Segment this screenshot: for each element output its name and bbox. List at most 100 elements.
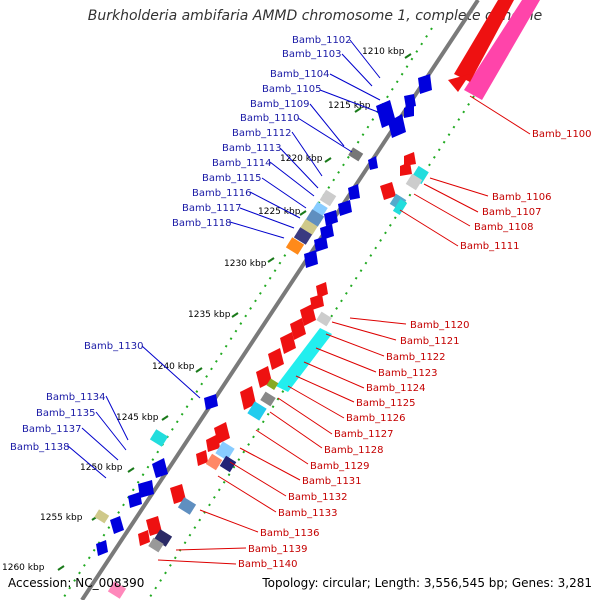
gene-label-bamb-1109[interactable]: Bamb_1109 <box>250 99 310 110</box>
gene-label-bamb-1140[interactable]: Bamb_1140 <box>238 559 298 570</box>
connector-line <box>429 177 489 197</box>
gene-arrow[interactable] <box>300 304 316 326</box>
gene-block-pink-bottom[interactable] <box>107 581 127 599</box>
gene-label-bamb-1134[interactable]: Bamb_1134 <box>46 392 106 403</box>
gene-label-bamb-1107[interactable]: Bamb_1107 <box>482 207 542 218</box>
gene-arrow[interactable] <box>404 104 414 118</box>
gene-block-lightblue[interactable] <box>312 201 328 217</box>
connector-line <box>239 207 295 229</box>
reverse-strand-blocks <box>107 165 429 599</box>
gene-block-lightgray-1121[interactable] <box>316 311 332 327</box>
gene-label-bamb-1124[interactable]: Bamb_1124 <box>366 383 426 394</box>
gene-arrow[interactable] <box>206 434 220 452</box>
gene-block-cyan-1111[interactable] <box>392 198 408 216</box>
gene-label-bamb-1126[interactable]: Bamb_1126 <box>346 413 406 424</box>
gene-block-lightgray[interactable] <box>319 189 337 207</box>
gene-label-bamb-1137[interactable]: Bamb_1137 <box>22 424 82 435</box>
gene-block-gray-1126[interactable] <box>260 391 276 407</box>
gene-block-steelblue[interactable] <box>305 209 325 227</box>
gene-block-lightgray-1107[interactable] <box>405 173 423 191</box>
gene-label-bamb-1103[interactable]: Bamb_1103 <box>282 49 342 60</box>
connector-line <box>249 191 301 219</box>
gene-feature-bamb-1100[interactable] <box>448 0 540 100</box>
gene-label-bamb-1115[interactable]: Bamb_1115 <box>202 173 262 184</box>
gene-label-bamb-1127[interactable]: Bamb_1127 <box>334 429 394 440</box>
gene-arrow[interactable] <box>204 394 218 410</box>
gene-label-bamb-1108[interactable]: Bamb_1108 <box>474 222 534 233</box>
gene-label-bamb-1105[interactable]: Bamb_1105 <box>262 84 322 95</box>
gene-label-bamb-1125[interactable]: Bamb_1125 <box>356 398 416 409</box>
gene-arrow[interactable] <box>110 516 124 534</box>
gene-label-bamb-1116[interactable]: Bamb_1116 <box>192 188 252 199</box>
gene-block-cyan-1127[interactable] <box>247 401 267 421</box>
gene-arrow[interactable] <box>320 224 334 240</box>
gene-arrow[interactable] <box>400 162 412 176</box>
gene-arrow[interactable] <box>324 210 338 226</box>
gene-arrow[interactable] <box>96 540 108 556</box>
gene-label-bamb-1111[interactable]: Bamb_1111 <box>460 241 520 252</box>
gene-label-bamb-1132[interactable]: Bamb_1132 <box>288 492 348 503</box>
gene-block-cyan[interactable] <box>149 429 169 447</box>
gene-label-bamb-1123[interactable]: Bamb_1123 <box>378 368 438 379</box>
gene-arrow[interactable] <box>348 184 360 200</box>
gene-arrow[interactable] <box>138 480 154 498</box>
gene-block-navy[interactable] <box>293 227 313 245</box>
gene-label-bamb-1104[interactable]: Bamb_1104 <box>270 69 330 80</box>
gene-label-bamb-1118[interactable]: Bamb_1118 <box>172 218 232 229</box>
right-connector-lines <box>157 95 531 565</box>
gene-block-khaki-small[interactable] <box>94 509 110 524</box>
gene-arrow[interactable] <box>290 318 306 340</box>
gene-arrow[interactable] <box>256 366 272 388</box>
gene-arrow[interactable] <box>368 156 378 170</box>
gene-block-navy-1131[interactable] <box>219 455 237 473</box>
gene-block-steelblue-1133[interactable] <box>177 497 197 515</box>
gene-block-cyan-long[interactable] <box>276 328 332 392</box>
gene-label-bamb-1131[interactable]: Bamb_1131 <box>302 476 362 487</box>
gene-label-bamb-1117[interactable]: Bamb_1117 <box>182 203 242 214</box>
gene-block-gray[interactable] <box>348 147 364 162</box>
gene-label-bamb-1138[interactable]: Bamb_1138 <box>10 442 70 453</box>
gene-label-bamb-1102[interactable]: Bamb_1102 <box>292 35 352 46</box>
gene-arrow[interactable] <box>314 236 328 252</box>
gene-arrow[interactable] <box>128 492 142 508</box>
gene-arrow[interactable] <box>316 282 328 298</box>
gene-block-green-1124[interactable] <box>266 378 279 391</box>
gene-block-lightblue-1128[interactable] <box>215 441 235 461</box>
gene-arrow[interactable] <box>196 450 208 466</box>
gene-block-navy-1139[interactable] <box>153 529 173 547</box>
gene-label-bamb-1100[interactable]: Bamb_1100 <box>532 129 592 140</box>
gene-arrow[interactable] <box>380 182 396 200</box>
gene-arrow[interactable] <box>146 516 162 536</box>
gene-label-bamb-1113[interactable]: Bamb_1113 <box>222 143 282 154</box>
gene-arrow[interactable] <box>304 250 318 268</box>
gene-block-gray-1140[interactable] <box>148 537 164 553</box>
gene-block-orange[interactable] <box>285 237 305 255</box>
gene-arrow[interactable] <box>240 386 256 410</box>
gene-arrow[interactable] <box>418 74 432 94</box>
gene-block-salmon-1129[interactable] <box>205 453 223 471</box>
gene-label-bamb-1133[interactable]: Bamb_1133 <box>278 508 338 519</box>
gene-label-bamb-1112[interactable]: Bamb_1112 <box>232 128 292 139</box>
gene-label-bamb-1129[interactable]: Bamb_1129 <box>310 461 370 472</box>
gene-label-bamb-1139[interactable]: Bamb_1139 <box>248 544 308 555</box>
gene-arrow[interactable] <box>152 458 168 478</box>
gene-label-bamb-1136[interactable]: Bamb_1136 <box>260 528 320 539</box>
gene-label-bamb-1114[interactable]: Bamb_1114 <box>212 158 272 169</box>
gene-arrow[interactable] <box>388 114 406 138</box>
gene-arrow[interactable] <box>338 200 352 216</box>
gene-label-bamb-1121[interactable]: Bamb_1121 <box>400 336 460 347</box>
gene-label-bamb-1122[interactable]: Bamb_1122 <box>386 352 446 363</box>
gene-label-bamb-1106[interactable]: Bamb_1106 <box>492 192 552 203</box>
gene-arrow[interactable] <box>268 348 284 370</box>
gene-label-bamb-1130[interactable]: Bamb_1130 <box>84 341 144 352</box>
gene-arrow[interactable] <box>280 332 296 354</box>
gene-arrow[interactable] <box>310 294 324 310</box>
gene-label-bamb-1135[interactable]: Bamb_1135 <box>36 408 96 419</box>
gene-arrow[interactable] <box>404 152 416 166</box>
gene-arrow[interactable] <box>138 530 150 546</box>
gene-arrow[interactable] <box>170 484 186 504</box>
gene-label-bamb-1128[interactable]: Bamb_1128 <box>324 445 384 456</box>
gene-label-bamb-1120[interactable]: Bamb_1120 <box>410 320 470 331</box>
gene-label-bamb-1110[interactable]: Bamb_1110 <box>240 113 300 124</box>
gene-block-khaki[interactable] <box>300 219 318 235</box>
